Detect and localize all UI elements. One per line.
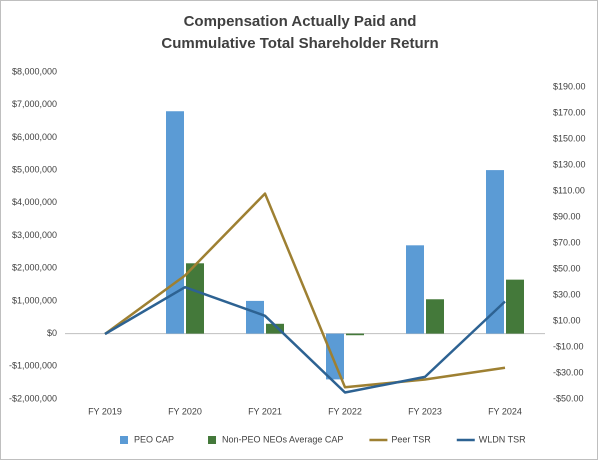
line [104, 192, 506, 389]
x-tick-label: FY 2024 [488, 406, 522, 416]
y2-tick-label: -$50.00 [553, 393, 584, 403]
y-tick-label: $2,000,000 [12, 263, 57, 273]
bar [246, 300, 264, 334]
y2-tick-label: -$10.00 [553, 341, 584, 351]
legend-label: Non-PEO NEOs Average CAP [222, 434, 343, 444]
y2-tick-label: $10.00 [553, 315, 581, 325]
y-tick-label: $5,000,000 [12, 164, 57, 174]
y-tick-label: -$2,000,000 [9, 393, 57, 403]
y2-tick-label: -$30.00 [553, 367, 584, 377]
x-tick-label: FY 2020 [168, 406, 202, 416]
legend-label: Peer TSR [391, 434, 431, 444]
x-tick-label: FY 2023 [408, 406, 442, 416]
bar [486, 170, 504, 334]
y2-tick-label: $90.00 [553, 211, 581, 221]
x-tick-label: FY 2022 [328, 406, 362, 416]
y-tick-label: $4,000,000 [12, 197, 57, 207]
y2-tick-label: $190.00 [553, 81, 586, 91]
y2-tick-label: $150.00 [553, 133, 586, 143]
bar [166, 111, 184, 334]
y2-tick-label: $50.00 [553, 263, 581, 273]
y2-tick-label: $110.00 [553, 185, 585, 195]
bar [426, 299, 444, 334]
x-tick-label: FY 2021 [248, 406, 282, 416]
bar [186, 263, 204, 334]
y2-tick-label: $170.00 [553, 107, 586, 117]
x-tick-label: FY 2019 [88, 406, 122, 416]
y2-tick-label: $130.00 [553, 159, 586, 169]
chart-title: Cummulative Total Shareholder Return [161, 35, 438, 52]
y-tick-label: $3,000,000 [12, 230, 57, 240]
y-tick-label: $7,000,000 [12, 99, 57, 109]
bar [266, 323, 284, 334]
bar [506, 279, 524, 334]
y2-tick-label: $70.00 [553, 237, 581, 247]
legend-label: WLDN TSR [479, 434, 526, 444]
y-tick-label: $6,000,000 [12, 132, 57, 142]
bar [326, 333, 344, 380]
legend-label: PEO CAP [134, 434, 174, 444]
y-tick-label: $1,000,000 [12, 295, 57, 305]
y2-tick-label: $30.00 [553, 289, 581, 299]
y-tick-label: -$1,000,000 [9, 361, 57, 371]
bar [406, 245, 424, 334]
y-tick-label: $8,000,000 [12, 66, 57, 76]
legend-swatch [120, 436, 128, 444]
chart-title: Compensation Actually Paid and [184, 13, 417, 30]
legend-swatch [208, 436, 217, 444]
bar [346, 333, 364, 336]
y-tick-label: $0 [47, 328, 57, 338]
line [104, 285, 506, 394]
